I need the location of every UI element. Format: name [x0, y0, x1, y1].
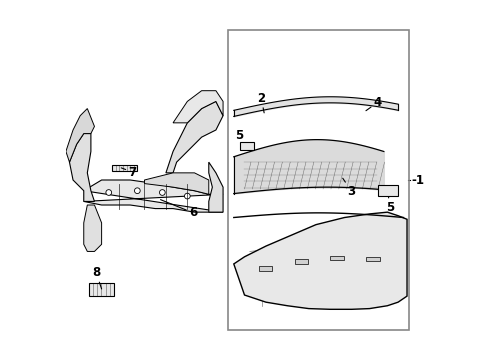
- Bar: [112, 165, 137, 171]
- Polygon shape: [83, 205, 102, 251]
- Bar: [294, 259, 307, 264]
- Circle shape: [159, 190, 165, 195]
- Text: 7: 7: [121, 166, 136, 179]
- Polygon shape: [233, 212, 406, 309]
- Polygon shape: [165, 102, 223, 173]
- Text: 5: 5: [235, 129, 246, 147]
- Polygon shape: [83, 180, 223, 212]
- Text: -1: -1: [410, 174, 423, 186]
- Polygon shape: [144, 173, 208, 194]
- Text: 5: 5: [386, 190, 393, 214]
- Text: 4: 4: [365, 96, 381, 111]
- Circle shape: [134, 188, 140, 194]
- Bar: [228, 30, 408, 330]
- Text: 6: 6: [160, 200, 197, 219]
- Bar: [378, 185, 397, 196]
- Polygon shape: [69, 134, 94, 202]
- Circle shape: [184, 193, 190, 199]
- Bar: [365, 257, 379, 261]
- Polygon shape: [208, 162, 223, 212]
- Text: 3: 3: [342, 178, 355, 198]
- Text: 8: 8: [92, 266, 102, 289]
- Bar: [329, 256, 343, 260]
- Text: 2: 2: [257, 92, 265, 113]
- Bar: [89, 283, 114, 296]
- Polygon shape: [173, 91, 223, 123]
- Circle shape: [106, 190, 111, 195]
- Bar: [240, 143, 253, 150]
- Polygon shape: [66, 109, 94, 162]
- Bar: [258, 266, 272, 271]
